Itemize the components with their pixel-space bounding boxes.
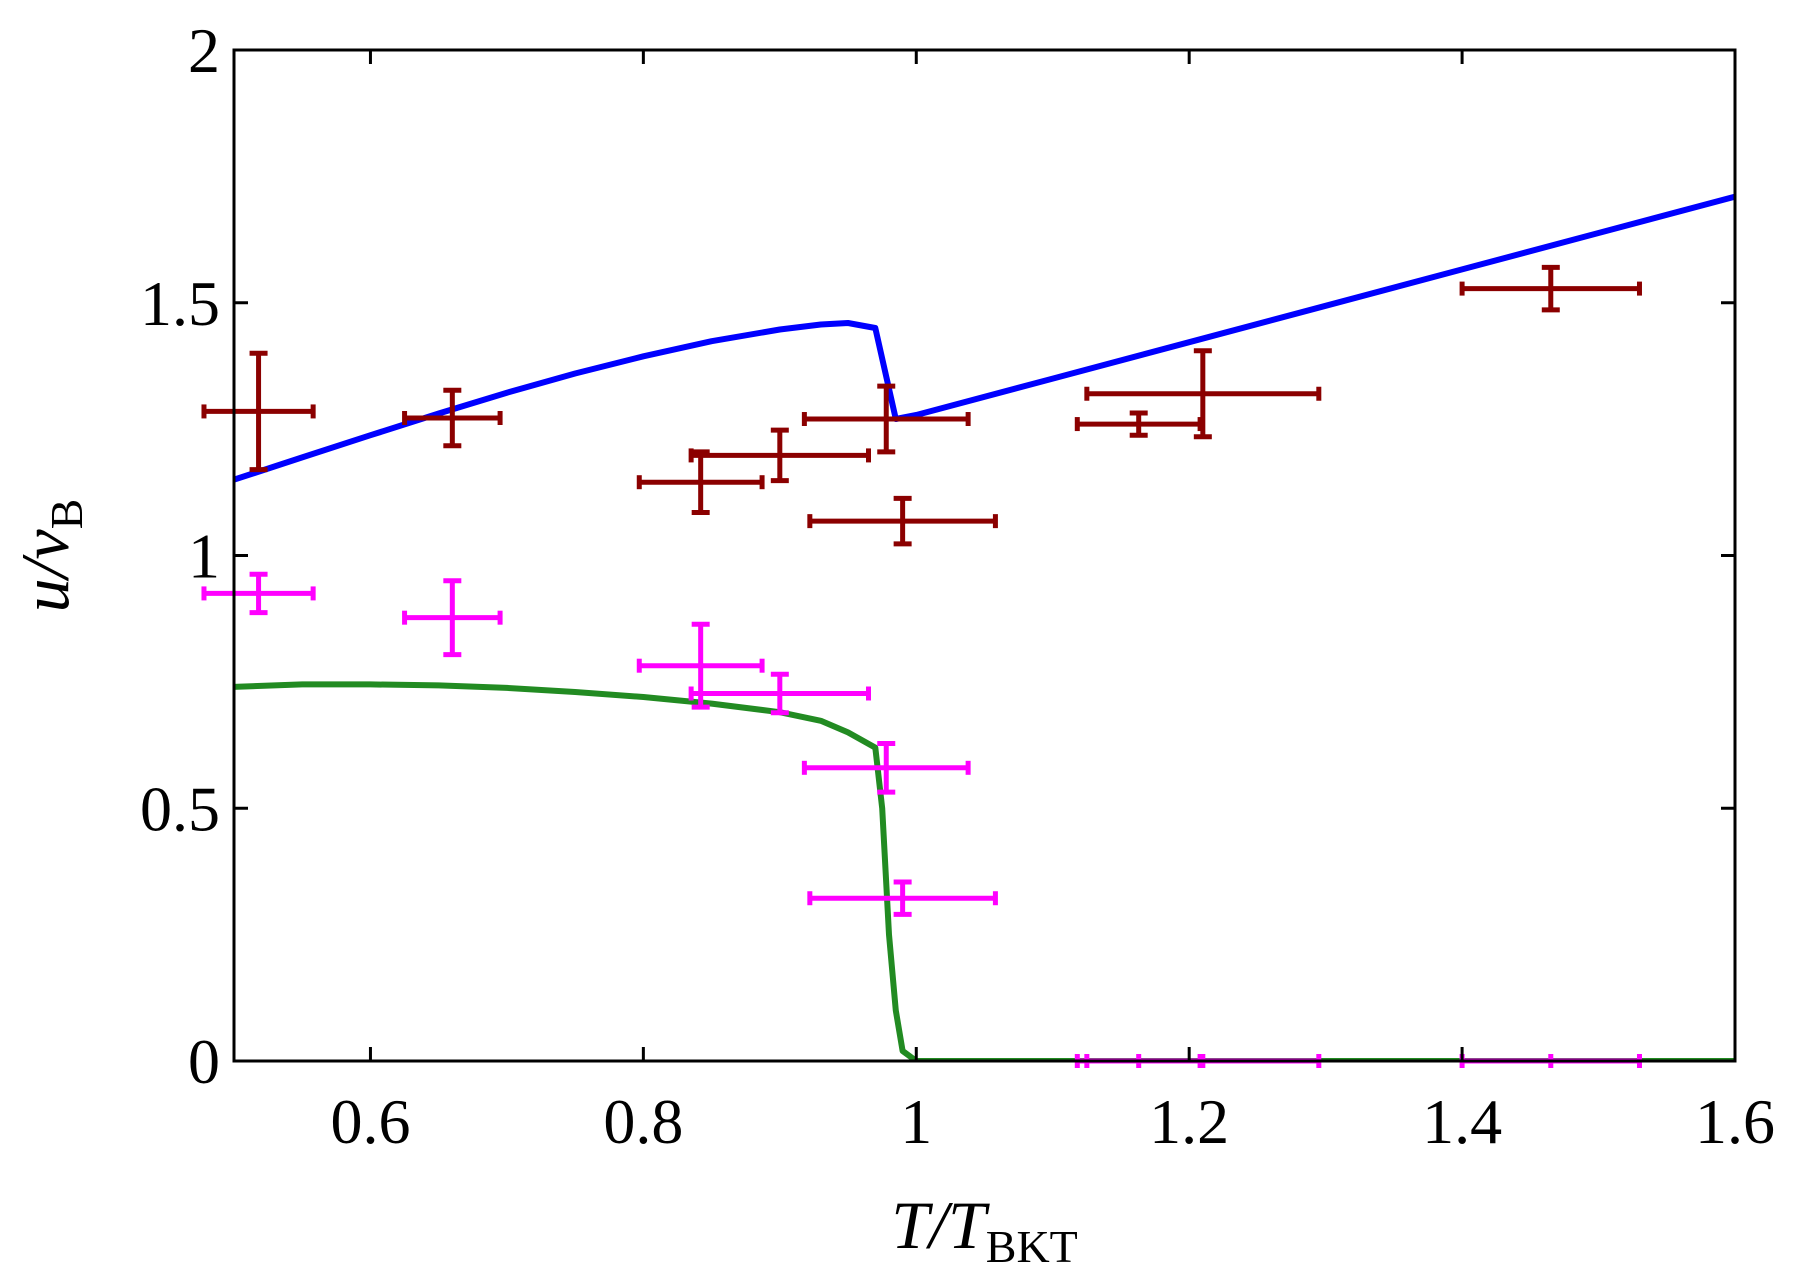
first-sound-data-point <box>636 449 765 516</box>
axis-ticks: 0.6 0.8 1 1.2 1.4 1.6 0 0.5 1 1.5 2 <box>140 15 1775 1157</box>
x-tick-label: 0.8 <box>603 1086 683 1157</box>
x-axis-label-main: T/T <box>891 1187 990 1263</box>
x-axis-label: T/TBKT <box>891 1187 1078 1272</box>
first-sound-data-point <box>201 350 316 473</box>
second-sound-data-point <box>801 741 971 795</box>
first-sound-data-point <box>402 387 503 449</box>
second-sound-data-point <box>201 571 316 616</box>
x-tick-label: 1 <box>900 1086 932 1157</box>
first-sound-data-point <box>1459 264 1642 313</box>
second-sound-data-point <box>688 671 872 716</box>
y-tick-label: 0 <box>188 1026 220 1097</box>
first-sound-data-point <box>807 495 998 547</box>
plot-area <box>201 193 1735 1068</box>
y-tick-label: 1 <box>188 521 220 592</box>
y-tick-label: 2 <box>188 15 220 86</box>
plot-frame <box>232 48 1737 1063</box>
x-tick-label: 1.6 <box>1695 1086 1775 1157</box>
x-axis-label-sub: BKT <box>986 1221 1078 1272</box>
y-tick-label: 1.5 <box>140 268 220 339</box>
y-axis-label-main: u/v <box>7 528 83 612</box>
second-sound-data-point <box>807 879 998 917</box>
x-tick-label: 1.4 <box>1422 1086 1502 1157</box>
y-tick-label: 0.5 <box>140 773 220 844</box>
first-sound-data-point <box>1084 348 1322 440</box>
second-sound-theory-line <box>234 681 1735 1061</box>
first-sound-theory-line <box>234 193 1735 483</box>
x-tick-label: 1.2 <box>1149 1086 1229 1157</box>
first-sound-data-point <box>688 427 872 484</box>
y-axis-label-sub: B <box>41 499 92 530</box>
first-sound-data-point <box>801 383 971 455</box>
first-sound-data-point <box>1074 410 1203 438</box>
second-sound-data-point <box>402 578 503 658</box>
x-tick-label: 0.6 <box>330 1086 410 1157</box>
y-axis-label: u/vB <box>7 499 92 613</box>
